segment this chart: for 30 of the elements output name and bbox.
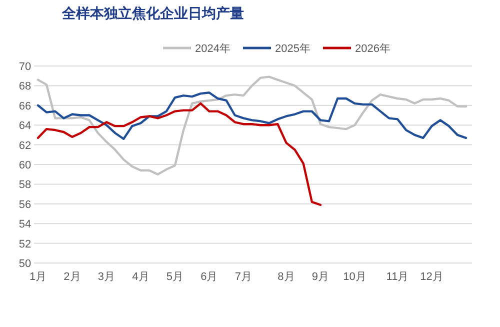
y-tick-label: 60: [18, 160, 32, 172]
y-tick-label: 68: [18, 80, 32, 93]
x-tick-label: 10月: [343, 271, 366, 283]
x-tick-label: 1月: [29, 271, 47, 283]
y-tick-label: 50: [18, 258, 32, 270]
x-tick-label: 12月: [420, 271, 444, 283]
line-series: [36, 76, 468, 176]
x-tick-label: 3月: [98, 271, 116, 283]
y-tick-label: 66: [18, 100, 32, 112]
chart-title: 全样本独立焦化企业日均产量: [61, 5, 244, 21]
x-tick-label: 11月: [386, 271, 409, 283]
x-tick-label: 2月: [64, 271, 81, 283]
line-series: [36, 102, 322, 206]
y-tick-label: 52: [18, 238, 32, 250]
x-tick-label: 6月: [200, 271, 218, 283]
x-tick-label: 7月: [234, 271, 252, 283]
y-tick-label: 70: [18, 61, 32, 73]
line-series: [36, 91, 468, 140]
y-tick-label: 64: [18, 120, 32, 132]
legend-label: 2024年: [195, 43, 230, 55]
legend-label: 2026年: [355, 43, 390, 55]
y-tick-label: 56: [18, 198, 32, 211]
x-tick-label: 9月: [312, 271, 330, 283]
legend-label: 2025年: [275, 43, 310, 55]
y-tick-label: 54: [18, 218, 32, 231]
x-tick-label: 5月: [166, 271, 184, 283]
x-tick-label: 4月: [132, 271, 150, 283]
y-tick-label: 58: [18, 179, 32, 192]
y-tick-label: 62: [18, 140, 32, 152]
x-tick-label: 8月: [278, 271, 295, 283]
